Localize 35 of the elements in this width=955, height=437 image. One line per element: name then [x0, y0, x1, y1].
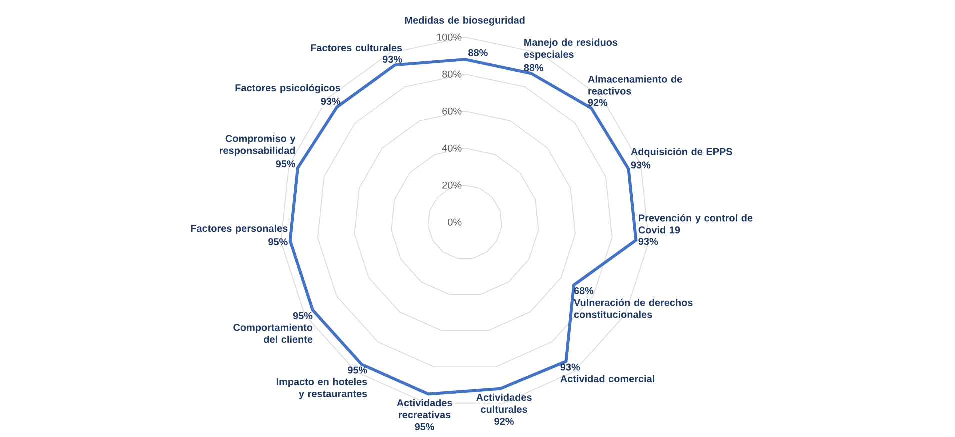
spoke-label: Impacto en hoteles y restaurantes: [276, 378, 368, 400]
data-label: 93%: [638, 238, 658, 246]
data-label: 95%: [268, 238, 288, 246]
y-tick-label: 40%: [442, 144, 462, 152]
data-label: 95%: [348, 366, 368, 374]
data-label: 88%: [468, 49, 488, 56]
y-tick-label: 80%: [442, 70, 462, 78]
spoke-label: Prevención y control de Covid 19: [638, 214, 753, 234]
y-tick-label: 0%: [448, 218, 462, 226]
data-label: 93%: [321, 98, 341, 106]
spoke-label: Actividades recreativas: [397, 399, 452, 419]
data-label: 92%: [588, 99, 608, 106]
spoke-label: Vulneración de derechos constitucionales: [574, 298, 693, 318]
spoke-label: Almacenamiento de reactivos: [588, 76, 682, 95]
y-tick-label: 20%: [442, 182, 462, 189]
data-label: 95%: [415, 423, 434, 430]
spoke-label: Compromiso y responsabilidad: [220, 134, 296, 156]
y-tick-label: 100%: [437, 34, 462, 41]
spoke-label: Adquisición de EPPS: [631, 148, 732, 158]
data-label: 93%: [382, 56, 402, 64]
y-tick-label: 60%: [442, 108, 462, 115]
spoke-label: Factores culturales: [311, 44, 402, 52]
data-label: 95%: [293, 312, 313, 320]
spoke-label: Actividad comercial: [560, 375, 654, 383]
spoke-label: Actividades culturales: [476, 394, 532, 414]
spoke-label: Factores personales: [191, 224, 288, 234]
data-label: 95%: [276, 160, 296, 168]
data-label: 93%: [631, 162, 651, 169]
spoke-label: Factores psicológicos: [236, 84, 340, 94]
data-label: 88%: [524, 64, 544, 72]
spoke-label: Medidas de bioseguridad: [405, 16, 525, 26]
data-label: 93%: [560, 364, 580, 371]
spoke-label: Manejo de residuos especiales: [524, 38, 618, 60]
spoke-label: Comportamiento del cliente: [234, 324, 313, 344]
data-label: 92%: [494, 418, 514, 426]
